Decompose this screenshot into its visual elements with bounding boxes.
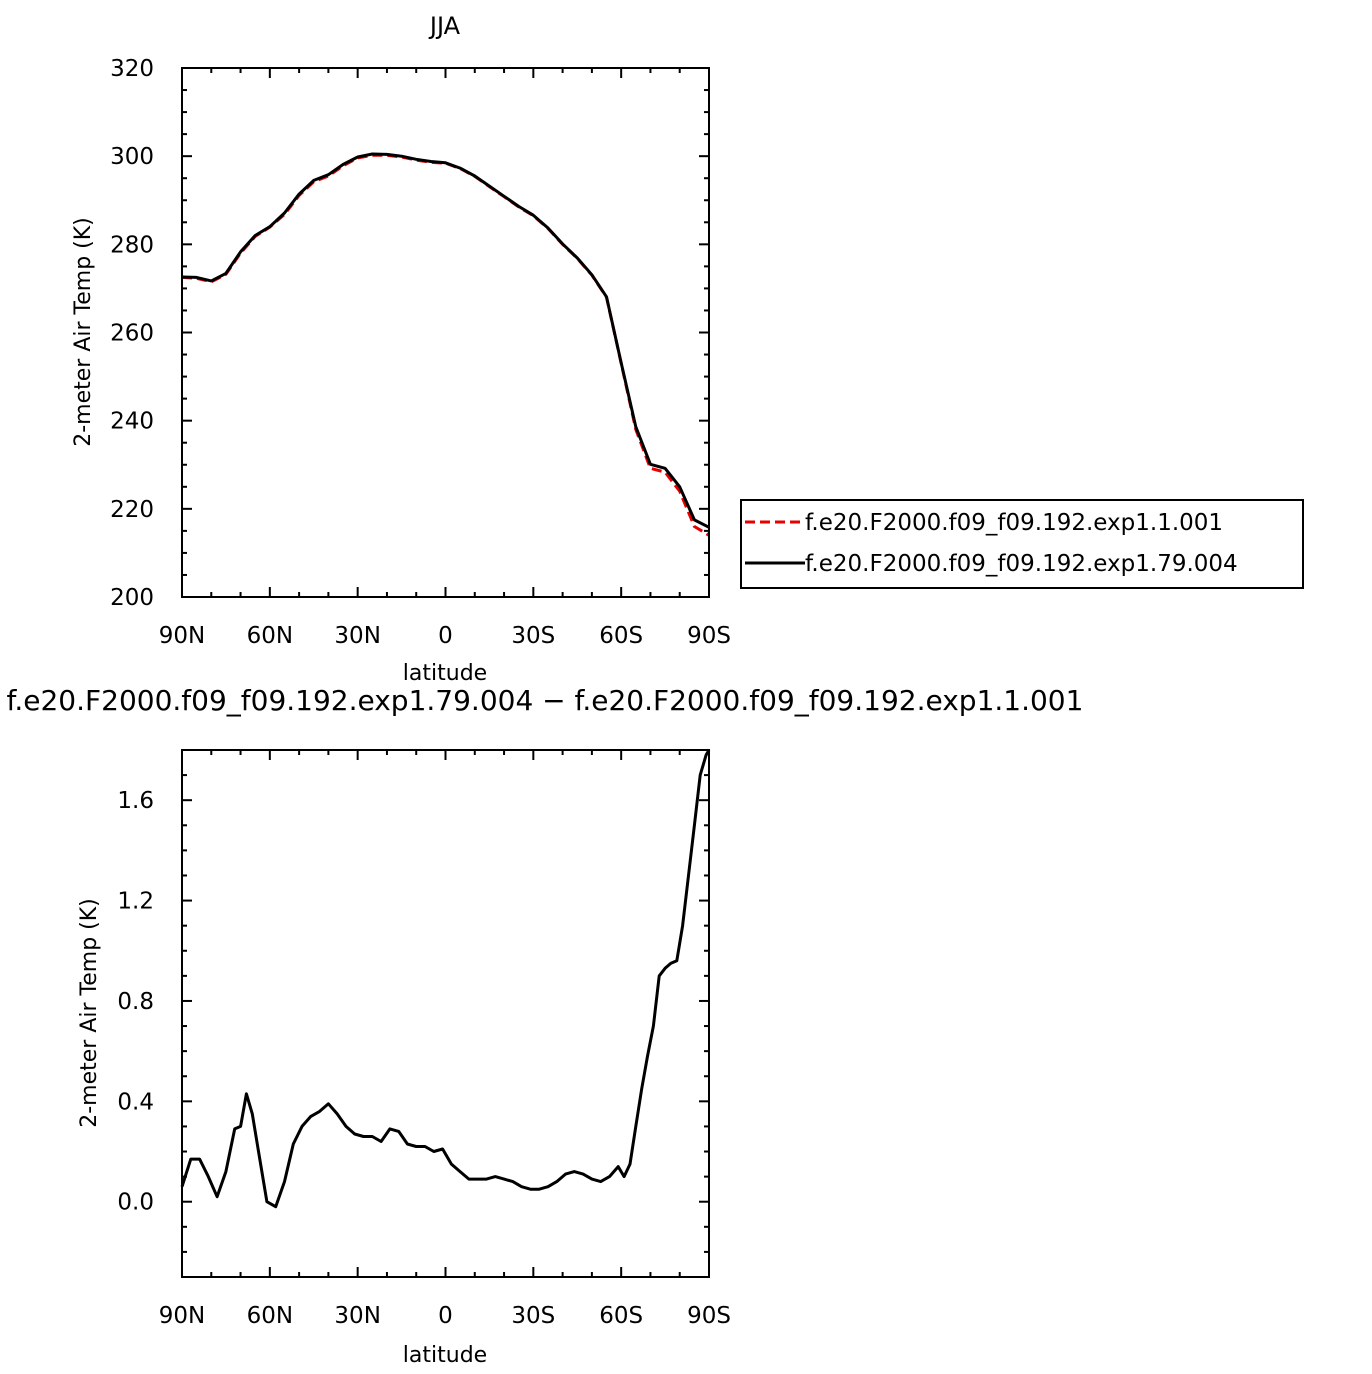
legend-label-series-2: f.e20.F2000.f09_f09.192.exp1.79.004: [805, 551, 1238, 577]
panel-2-ytick-label: 0.8: [117, 989, 154, 1015]
panel-2-series-1-line: [180, 749, 711, 1209]
panel-1-xtick-label: 30N: [334, 623, 380, 649]
panel-1-ytick-label: 280: [110, 232, 154, 258]
panel-2-ytick-label: 0.0: [117, 1190, 154, 1216]
panel-1-ytick-label: 260: [110, 321, 154, 347]
top-plot-lines: [181, 152, 710, 537]
bottom-axis-ticks: 90N 60N 30N 0 30S 60S 90S 0.0 0.4 0.8 1.2 1.6: [117, 749, 731, 1329]
panel-1-ytick-label: 320: [110, 56, 154, 82]
panel-1-xtick-label: 90N: [159, 623, 205, 649]
panel-2-xtick-label: 0: [438, 1303, 453, 1329]
panel-2-xtick-label: 60N: [247, 1303, 293, 1329]
panel-1-xtick-label: 0: [438, 623, 453, 649]
panel-2-ytick-label: 0.4: [117, 1089, 154, 1115]
panel-1-ytick-label: 200: [110, 585, 154, 611]
panel-2-ytick-label: 1.2: [117, 889, 154, 915]
panel-1-series-2-line: [181, 152, 710, 529]
temperature-panel: JJA 90N 60N 30N 0 30S 60S 90S 200 220 240 260 280 30…: [71, 12, 731, 686]
legend-box: [740, 499, 1304, 589]
top-plot-frame: [181, 67, 710, 598]
top-axis-ticks: 90N 60N 30N 0 30S 60S 90S 200 220 240 260 280 300 320: [110, 56, 731, 649]
panel-1-xtick-label: 60S: [599, 623, 643, 649]
bottom-title: f.e20.F2000.f09_f09.192.exp1.79.004 − f.…: [7, 684, 1084, 717]
difference-panel: f.e20.F2000.f09_f09.192.exp1.79.004 − f.…: [7, 684, 1084, 1368]
legend-label-series-1: f.e20.F2000.f09_f09.192.exp1.1.001: [805, 510, 1223, 536]
panel-1-series-1-line: [181, 153, 710, 537]
panel-1-xtick-label: 30S: [511, 623, 555, 649]
panel-2-xtick-label: 90N: [159, 1303, 205, 1329]
panel-1-ytick-label: 240: [110, 409, 154, 435]
bottom-plot-lines: [180, 749, 711, 1209]
panel-2-xtick-label: 30N: [334, 1303, 380, 1329]
top-x-axis-label: latitude: [403, 661, 487, 686]
panel-1-xtick-label: 60N: [247, 623, 293, 649]
panel-1-ytick-label: 300: [110, 144, 154, 170]
legend: f.e20.F2000.f09_f09.192.exp1.1.001 f.e20…: [740, 499, 1304, 589]
panel-2-ytick-label: 1.6: [117, 788, 154, 814]
panel-2-xtick-label: 30S: [511, 1303, 555, 1329]
panel-1-ytick-label: 220: [110, 497, 154, 523]
top-title: JJA: [428, 12, 461, 40]
bottom-x-axis-label: latitude: [403, 1343, 487, 1368]
panel-1-xtick-label: 90S: [687, 623, 731, 649]
bottom-y-axis-label: 2-meter Air Temp (K): [77, 898, 102, 1128]
panel-2-xtick-label: 90S: [687, 1303, 731, 1329]
bottom-plot-frame: [181, 749, 710, 1278]
top-y-axis-label: 2-meter Air Temp (K): [71, 217, 96, 447]
panel-2-xtick-label: 60S: [599, 1303, 643, 1329]
